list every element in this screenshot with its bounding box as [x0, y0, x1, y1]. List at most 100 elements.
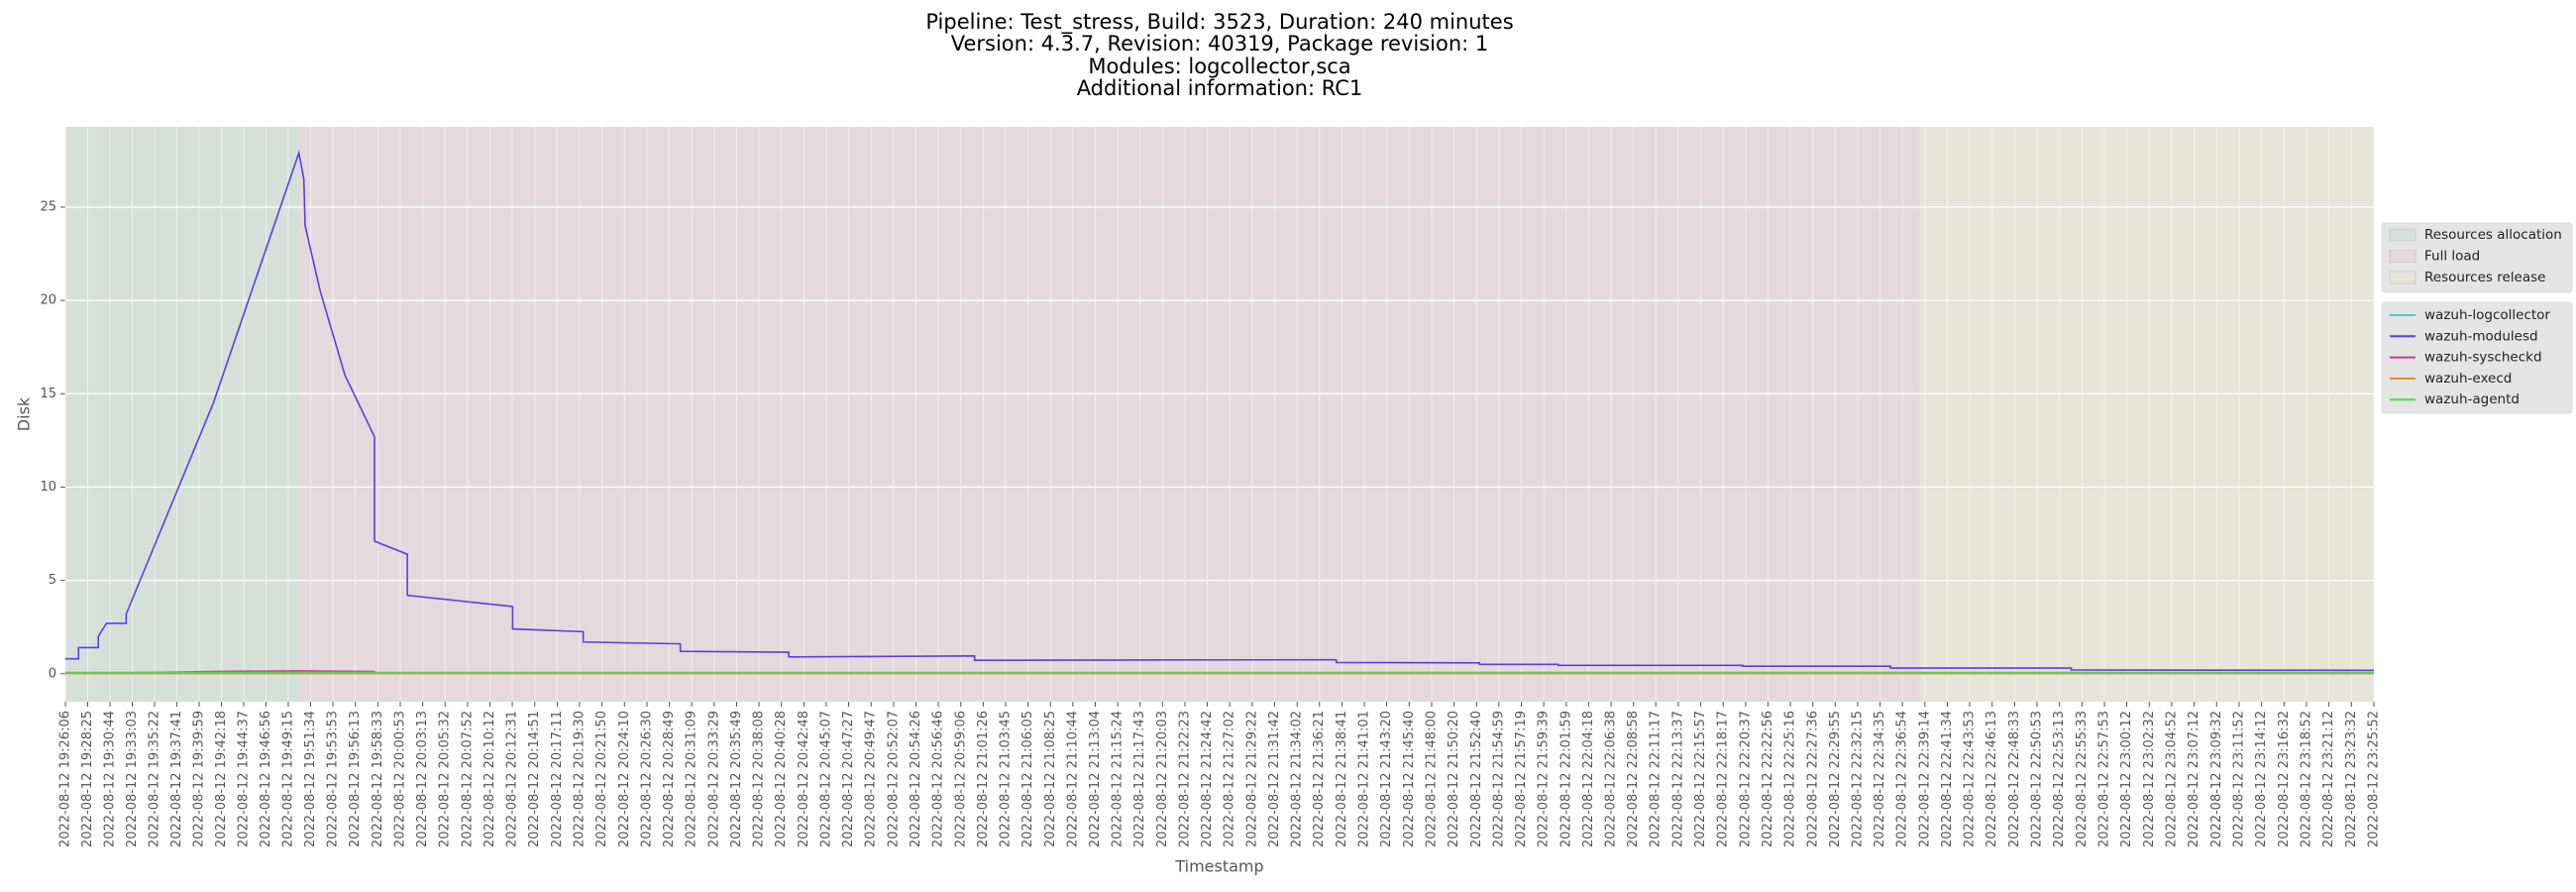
- x-tick-label: 2022-08-12 21:45:40: [1402, 711, 1417, 847]
- x-tick-label: 2022-08-12 23:09:32: [2209, 711, 2224, 847]
- x-tick-label: 2022-08-12 22:04:18: [1581, 711, 1596, 847]
- x-tick-label: 2022-08-12 22:48:33: [2007, 711, 2022, 847]
- x-tick-label: 2022-08-12 23:02:32: [2142, 711, 2157, 847]
- x-tick-label: 2022-08-12 20:14:51: [527, 711, 542, 847]
- x-tick-label: 2022-08-12 23:25:52: [2367, 711, 2382, 847]
- x-tick-label: 2022-08-12 20:10:12: [483, 711, 497, 847]
- x-axis-label: Timestamp: [1174, 857, 1263, 876]
- x-tick-label: 2022-08-12 22:01:59: [1558, 711, 1573, 847]
- x-tick-label: 2022-08-12 22:27:36: [1805, 711, 1820, 847]
- x-tick-label: 2022-08-12 19:44:37: [236, 711, 251, 847]
- y-tick-label: 10: [40, 480, 56, 495]
- x-tick-label: 2022-08-12 20:19:30: [572, 711, 587, 847]
- x-tick-label: 2022-08-12 20:40:28: [774, 711, 789, 847]
- x-tick-label: 2022-08-12 19:51:34: [303, 711, 318, 847]
- x-tick-label: 2022-08-12 22:15:57: [1693, 711, 1708, 847]
- x-tick-label: 2022-08-12 21:17:43: [1132, 711, 1147, 847]
- x-tick-label: 2022-08-12 22:18:17: [1716, 711, 1731, 847]
- legend-label: wazuh-syscheckd: [2424, 350, 2542, 366]
- phase-span: [1919, 127, 2374, 702]
- x-tick-label: 2022-08-12 21:34:02: [1290, 711, 1305, 847]
- x-tick-label: 2022-08-12 21:50:20: [1447, 711, 1461, 847]
- legend-box: [2381, 301, 2573, 414]
- chart-title: Version: 4.3.7, Revision: 40319, Package…: [951, 32, 1489, 56]
- phase-span: [300, 127, 1920, 702]
- x-tick-label: 2022-08-12 22:41:34: [1940, 711, 1955, 847]
- series-line: [65, 150, 2375, 672]
- x-tick-label: 2022-08-12 19:53:53: [325, 711, 340, 847]
- x-tick-label: 2022-08-12 19:56:13: [348, 711, 363, 847]
- x-tick-label: 2022-08-12 22:53:13: [2052, 711, 2067, 847]
- x-tick-label: 2022-08-12 21:08:25: [1043, 711, 1058, 847]
- y-tick-label: 15: [40, 387, 56, 401]
- x-tick-label: 2022-08-12 21:24:42: [1200, 711, 1215, 847]
- x-tick-label: 2022-08-12 21:03:45: [998, 711, 1013, 847]
- x-tick-label: 2022-08-12 21:36:21: [1312, 711, 1327, 847]
- x-tick-label: 2022-08-12 20:33:29: [706, 711, 721, 847]
- x-tick-label: 2022-08-12 19:37:41: [169, 711, 184, 847]
- x-tick-label: 2022-08-12 23:18:52: [2299, 711, 2313, 847]
- legend-label: wazuh-agentd: [2424, 391, 2520, 407]
- x-tick-label: 2022-08-12 21:06:05: [1020, 711, 1035, 847]
- x-tick-label: 2022-08-12 20:21:50: [594, 711, 609, 847]
- x-tick-label: 2022-08-12 22:39:14: [1917, 711, 1932, 847]
- chart-title: Modules: logcollector,sca: [1088, 55, 1350, 78]
- x-tick-label: 2022-08-12 20:38:08: [752, 711, 767, 847]
- x-tick-label: 2022-08-12 19:46:56: [259, 711, 273, 847]
- x-tick-label: 2022-08-12 21:01:26: [976, 711, 991, 847]
- x-tick-label: 2022-08-12 22:34:35: [1873, 711, 1887, 847]
- x-tick-label: 2022-08-12 22:08:58: [1626, 711, 1641, 847]
- x-tick-label: 2022-08-12 22:50:53: [2030, 711, 2045, 847]
- x-tick-label: 2022-08-12 22:36:54: [1895, 711, 1910, 847]
- legend-label: Full load: [2424, 249, 2480, 265]
- x-tick-label: 2022-08-12 20:03:13: [415, 711, 430, 847]
- x-tick-label: 2022-08-12 22:22:56: [1761, 711, 1775, 847]
- x-tick-label: 2022-08-12 23:07:12: [2187, 711, 2201, 847]
- x-tick-label: 2022-08-12 23:16:32: [2277, 711, 2292, 847]
- x-tick-label: 2022-08-12 20:35:49: [729, 711, 744, 847]
- x-tick-label: 2022-08-12 20:52:07: [886, 711, 901, 847]
- x-tick-label: 2022-08-12 21:59:39: [1537, 711, 1552, 847]
- y-tick-label: 20: [40, 293, 56, 308]
- x-tick-label: 2022-08-12 21:29:22: [1244, 711, 1259, 847]
- x-tick-label: 2022-08-12 22:46:13: [1985, 711, 1999, 847]
- x-tick-label: 2022-08-12 22:57:53: [2097, 711, 2112, 847]
- x-tick-label: 2022-08-12 23:04:52: [2164, 711, 2179, 847]
- x-tick-label: 2022-08-12 21:43:20: [1379, 711, 1394, 847]
- legend-label: Resources allocation: [2424, 227, 2562, 243]
- legend-swatch: [2389, 250, 2416, 263]
- x-tick-label: 2022-08-12 20:17:11: [550, 711, 565, 847]
- legend-swatch: [2389, 271, 2416, 284]
- x-tick-label: 2022-08-12 21:13:04: [1088, 711, 1103, 847]
- x-tick-label: 2022-08-12 21:31:42: [1267, 711, 1282, 847]
- x-tick-label: 2022-08-12 19:35:22: [148, 711, 162, 847]
- x-tick-label: 2022-08-12 21:54:59: [1491, 711, 1506, 847]
- x-tick-label: 2022-08-12 20:28:49: [662, 711, 677, 847]
- x-tick-label: 2022-08-12 21:57:19: [1514, 711, 1529, 847]
- y-axis-label: Disk: [15, 396, 34, 431]
- x-tick-label: 2022-08-12 19:30:44: [103, 711, 118, 847]
- legend-label: wazuh-modulesd: [2424, 328, 2538, 344]
- x-tick-label: 2022-08-12 23:14:12: [2254, 711, 2269, 847]
- x-tick-label: 2022-08-12 20:56:46: [931, 711, 946, 847]
- x-tick-label: 2022-08-12 22:06:38: [1604, 711, 1619, 847]
- x-tick-label: 2022-08-12 23:00:12: [2119, 711, 2134, 847]
- x-tick-label: 2022-08-12 19:39:59: [191, 711, 206, 847]
- x-tick-label: 2022-08-12 20:47:27: [841, 711, 856, 847]
- phase-span: [65, 127, 301, 702]
- x-tick-label: 2022-08-12 19:28:25: [80, 711, 95, 847]
- x-tick-label: 2022-08-12 20:59:06: [953, 711, 968, 847]
- x-tick-label: 2022-08-12 20:45:07: [818, 711, 833, 847]
- x-tick-label: 2022-08-12 23:23:32: [2344, 711, 2359, 847]
- x-tick-label: 2022-08-12 20:31:09: [685, 711, 699, 847]
- x-tick-label: 2022-08-12 22:20:37: [1738, 711, 1753, 847]
- x-tick-label: 2022-08-12 22:55:33: [2075, 711, 2090, 847]
- legend-label: Resources release: [2424, 270, 2545, 285]
- x-tick-label: 2022-08-12 20:00:53: [393, 711, 408, 847]
- x-tick-label: 2022-08-12 22:11:17: [1649, 711, 1664, 847]
- x-tick-label: 2022-08-12 22:32:15: [1850, 711, 1865, 847]
- legend-swatch: [2389, 228, 2416, 242]
- x-tick-label: 2022-08-12 21:20:03: [1155, 711, 1170, 847]
- y-tick-label: 0: [49, 666, 56, 681]
- legend-label: wazuh-logcollector: [2424, 307, 2550, 323]
